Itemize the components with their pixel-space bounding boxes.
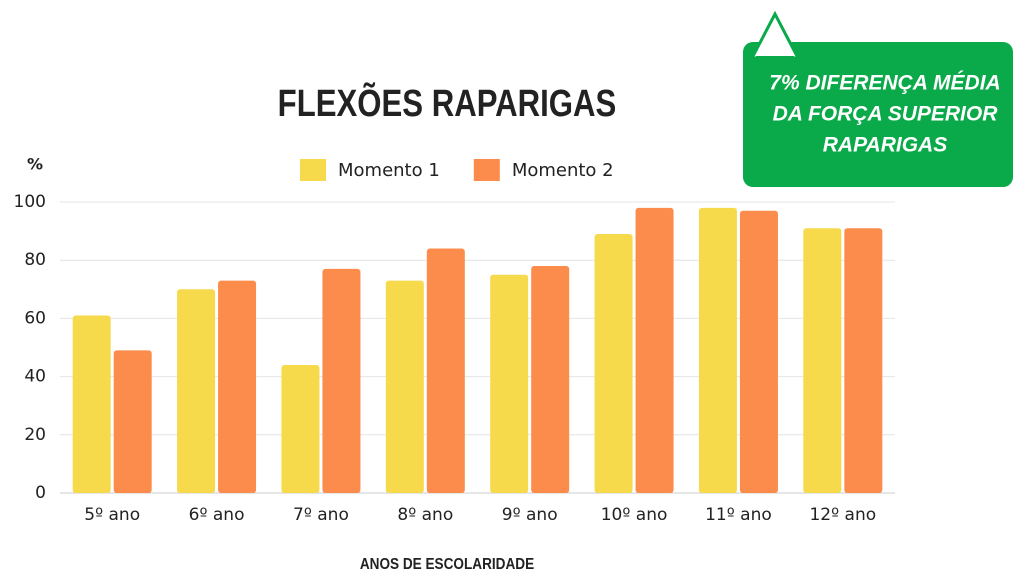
callout: [743, 10, 1013, 187]
bar: [698, 207, 737, 493]
bar: [72, 315, 111, 493]
x-tick-label: 11º ano: [705, 505, 772, 525]
legend-label: Momento 2: [512, 160, 614, 181]
y-tick-label: 100: [14, 192, 46, 212]
bar: [803, 228, 842, 493]
x-tick-label: 10º ano: [601, 505, 668, 525]
chart-title: FLEXÕES RAPARIGAS: [278, 81, 617, 125]
bar: [635, 207, 674, 493]
x-tick-label: 6º ano: [189, 505, 245, 525]
bar: [281, 364, 320, 493]
bar: [385, 280, 424, 493]
y-tick-label: 20: [24, 425, 46, 445]
bar: [490, 274, 529, 493]
y-tick-label: 80: [24, 250, 46, 270]
x-axis-label: ANOS DE ESCOLARIDADE: [360, 556, 534, 573]
x-tick-label: 8º ano: [397, 505, 453, 525]
x-tick-label: 9º ano: [502, 505, 558, 525]
y-axis-label: %: [27, 155, 43, 174]
bar: [426, 248, 465, 493]
x-tick-label: 5º ano: [84, 505, 140, 525]
legend-label: Momento 1: [338, 160, 440, 181]
callout-pointer: [749, 10, 801, 60]
callout-text: RAPARIGAS: [823, 134, 947, 157]
y-tick-label: 40: [24, 367, 46, 387]
bar: [218, 280, 257, 493]
bar: [531, 266, 570, 493]
bar: [739, 210, 778, 494]
callout-text: 7% DIFERENÇA MÉDIA: [769, 72, 1000, 95]
legend-swatch: [300, 159, 326, 181]
legend-swatch: [473, 159, 500, 181]
bar: [113, 350, 152, 493]
bar: [177, 289, 216, 493]
callout-text: DA FORÇA SUPERIOR: [773, 103, 999, 126]
y-tick-label: 60: [24, 308, 46, 328]
callout-join: [756, 56, 794, 64]
callout-box: [743, 42, 1013, 187]
y-tick-label: 0: [35, 483, 46, 503]
bar: [844, 228, 883, 493]
bar: [594, 234, 633, 493]
x-tick-label: 12º ano: [809, 505, 876, 525]
bar: [322, 268, 361, 493]
x-tick-label: 7º ano: [293, 505, 349, 525]
